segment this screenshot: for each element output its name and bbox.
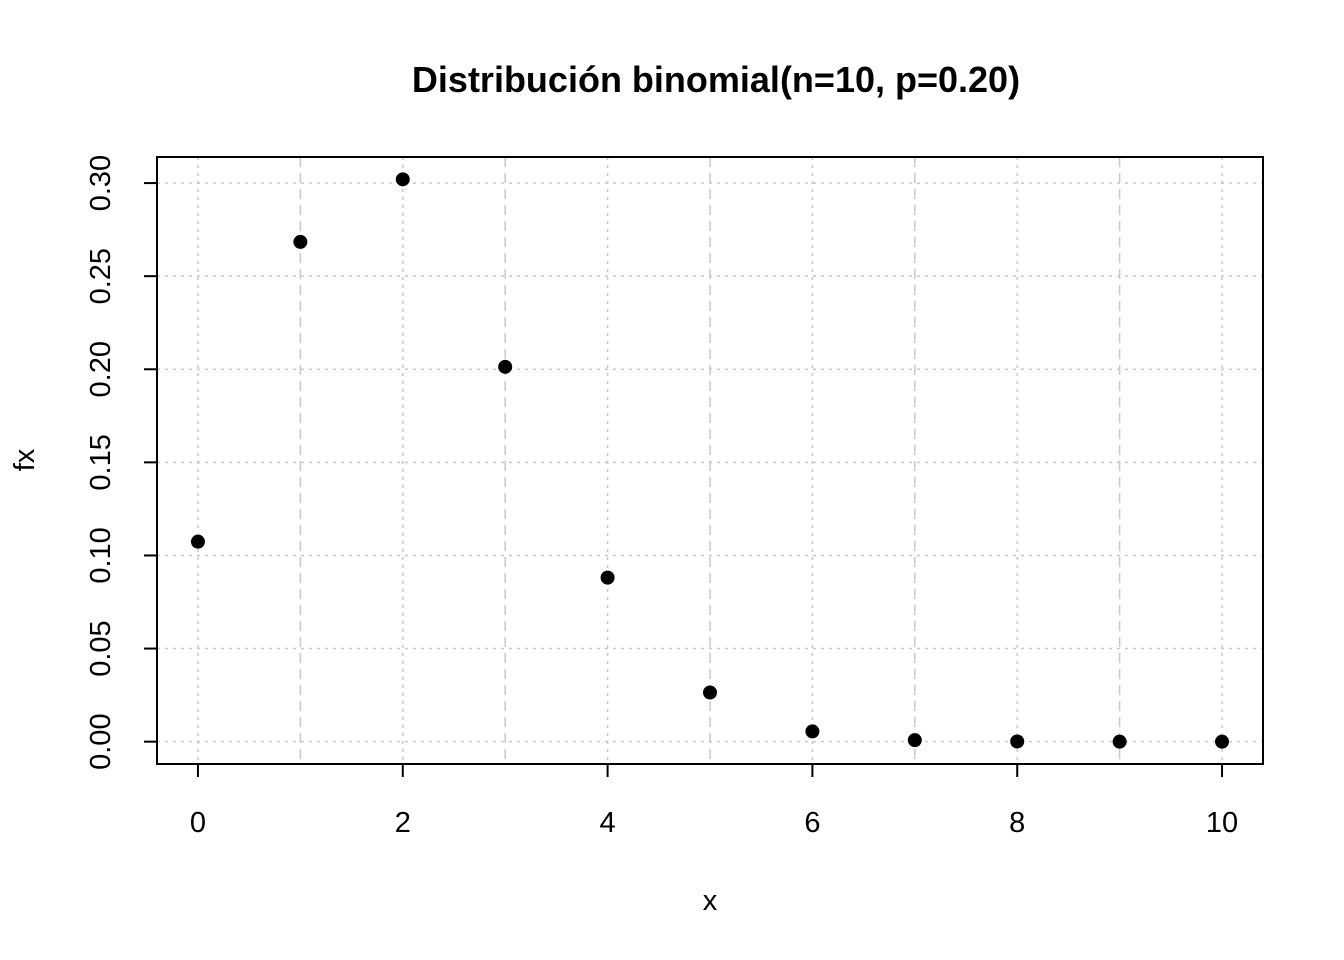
- data-point: [1010, 734, 1025, 749]
- y-tick-label: 0.25: [85, 248, 117, 304]
- y-axis: 0.00 0.05 0.10 0.15 0.20 0.25 0.30: [85, 155, 158, 770]
- data-point: [395, 172, 410, 187]
- y-tick-label: 0.10: [85, 527, 117, 583]
- data-point: [600, 570, 615, 585]
- data-point: [805, 724, 820, 739]
- y-axis-label: fx: [9, 448, 41, 471]
- data-point: [293, 234, 308, 249]
- chart-title: Distribución binomial(n=10, p=0.20): [412, 59, 1020, 100]
- data-points: [190, 172, 1230, 749]
- y-tick-label: 0.15: [85, 434, 117, 490]
- x-axis-label: x: [703, 885, 718, 917]
- y-tick-label: 0.00: [85, 713, 117, 769]
- x-tick-label: 8: [1009, 807, 1025, 839]
- x-tick-label: 6: [804, 807, 820, 839]
- data-point: [498, 359, 513, 374]
- data-point: [190, 534, 205, 549]
- x-tick-label: 10: [1206, 807, 1238, 839]
- data-point: [1215, 734, 1230, 749]
- grid-lines: [157, 157, 1263, 764]
- data-point: [703, 685, 717, 700]
- x-tick-label: 2: [395, 807, 411, 839]
- y-tick-label: 0.30: [85, 155, 117, 211]
- x-tick-label: 4: [600, 807, 616, 839]
- y-tick-label: 0.20: [85, 341, 117, 397]
- data-point: [907, 733, 922, 748]
- x-axis: 0 2 4 6 8 10: [190, 763, 1238, 839]
- x-tick-label: 0: [190, 807, 206, 839]
- y-tick-label: 0.05: [85, 620, 117, 676]
- data-point: [1112, 734, 1127, 749]
